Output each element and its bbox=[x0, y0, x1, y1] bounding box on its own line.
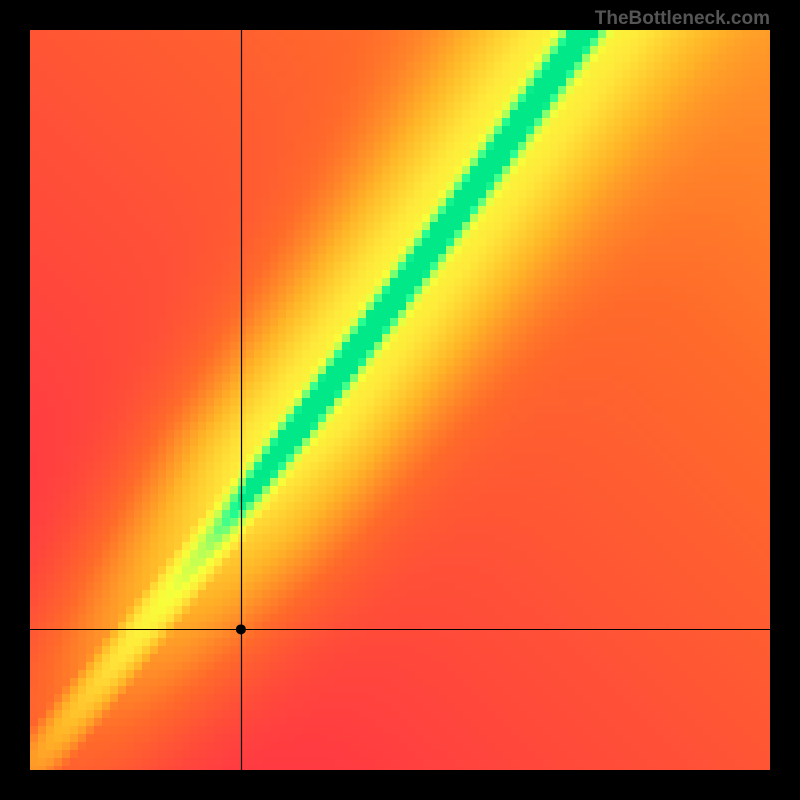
heatmap-plot-area bbox=[30, 30, 770, 770]
heatmap-canvas bbox=[30, 30, 770, 770]
figure-container: TheBottleneck.com bbox=[0, 0, 800, 800]
watermark-text: TheBottleneck.com bbox=[595, 8, 770, 30]
